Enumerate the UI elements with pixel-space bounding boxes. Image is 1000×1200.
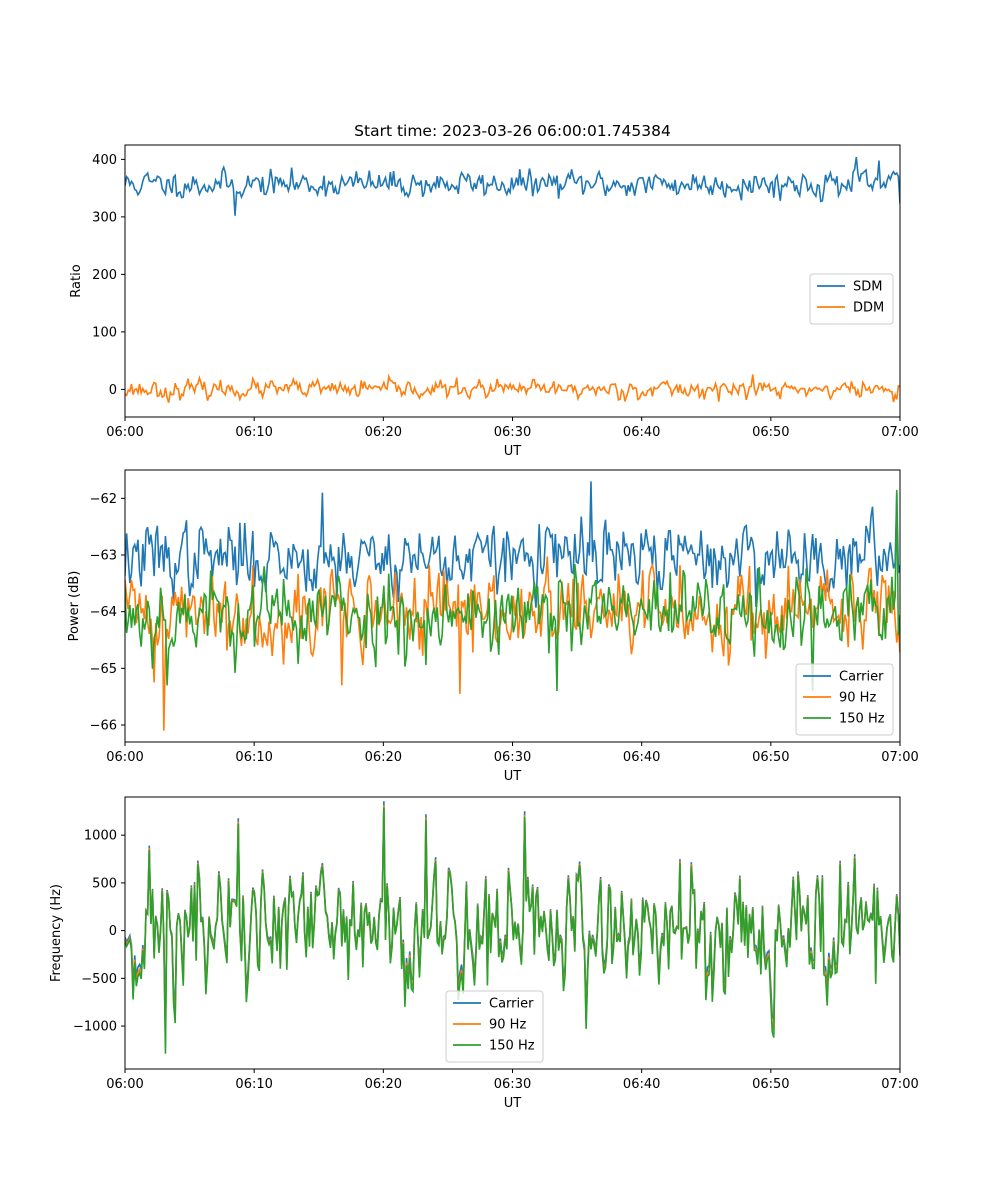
y-tick-label: −63 (90, 549, 117, 564)
y-tick-label: −1000 (73, 1020, 117, 1035)
series-line-150-hz (125, 807, 900, 1054)
y-tick-label: 1000 (84, 829, 117, 844)
x-tick-label: 07:00 (881, 425, 918, 440)
x-tick-label: 07:00 (881, 1077, 918, 1092)
x-tick-label: 06:50 (752, 750, 789, 765)
chart-panel-2: 06:00 06:10 06:20 06:30 06:40 06:50 07:00 −66 −6… (67, 469, 919, 784)
x-tick-label: 06:50 (752, 1077, 789, 1092)
chart-panel-1: 06:00 06:10 06:20 06:30 06:40 06:50 07:00 0 100 2… (69, 122, 919, 459)
legend-entry: SDM (853, 280, 882, 295)
legend-entry: DDM (853, 301, 884, 316)
legend-entry: 90 Hz (839, 691, 876, 706)
x-tick-label: 06:20 (365, 1077, 402, 1092)
series-line-sdm (125, 156, 900, 216)
legend-entry: 150 Hz (489, 1039, 535, 1054)
x-tick-label: 06:30 (494, 750, 531, 765)
y-tick-label: −64 (90, 605, 117, 620)
series-line-150-hz (125, 489, 900, 692)
legend: SDM DDM (809, 273, 894, 325)
legend: Carrier 90 Hz 150 Hz (795, 663, 894, 736)
x-axis-label: UT (504, 1096, 522, 1111)
y-axis-label: Power (dB) (67, 571, 82, 642)
y-tick-label: 200 (92, 268, 117, 283)
y-tick-label: 400 (92, 153, 117, 168)
y-axis-label: Ratio (69, 264, 84, 297)
chart-panel-3: 06:00 06:10 06:20 06:30 06:40 06:50 07:00 −1000… (49, 796, 919, 1111)
y-tick-label: −66 (90, 719, 117, 734)
x-tick-label: 06:00 (106, 1077, 143, 1092)
x-axis-label: UT (504, 769, 522, 784)
y-tick-label: 300 (92, 210, 117, 225)
legend-entry: Carrier (489, 997, 534, 1012)
legend-entry: 150 Hz (839, 712, 885, 727)
y-tick-label: 500 (92, 876, 117, 891)
x-tick-label: 06:10 (235, 750, 272, 765)
x-tick-label: 06:30 (494, 1077, 531, 1092)
chart-title: Start time: 2023-03-26 06:00:01.745384 (354, 122, 671, 140)
y-axis-label: Frequency (Hz) (49, 884, 64, 982)
x-tick-label: 06:40 (623, 1077, 660, 1092)
x-axis-label: UT (504, 444, 522, 459)
x-tick-label: 06:00 (106, 750, 143, 765)
x-tick-label: 06:00 (106, 425, 143, 440)
x-tick-label: 06:10 (235, 1077, 272, 1092)
series-line-ddm (125, 373, 900, 403)
y-tick-label: 0 (109, 383, 117, 398)
legend: Carrier 90 Hz 150 Hz (445, 990, 544, 1063)
x-tick-label: 06:50 (752, 425, 789, 440)
x-tick-label: 07:00 (881, 750, 918, 765)
legend-entry: 90 Hz (489, 1018, 526, 1033)
x-tick-label: 06:10 (235, 425, 272, 440)
y-tick-label: −65 (90, 662, 117, 677)
x-tick-label: 06:20 (365, 425, 402, 440)
x-tick-label: 06:30 (494, 425, 531, 440)
y-tick-label: −62 (90, 492, 117, 507)
y-tick-label: 0 (109, 924, 117, 939)
y-tick-label: −500 (81, 972, 117, 987)
x-tick-label: 06:20 (365, 750, 402, 765)
x-tick-label: 06:40 (623, 750, 660, 765)
legend-entry: Carrier (839, 670, 884, 685)
series-line-carrier (125, 481, 900, 608)
y-tick-label: 100 (92, 325, 117, 340)
x-tick-label: 06:40 (623, 425, 660, 440)
